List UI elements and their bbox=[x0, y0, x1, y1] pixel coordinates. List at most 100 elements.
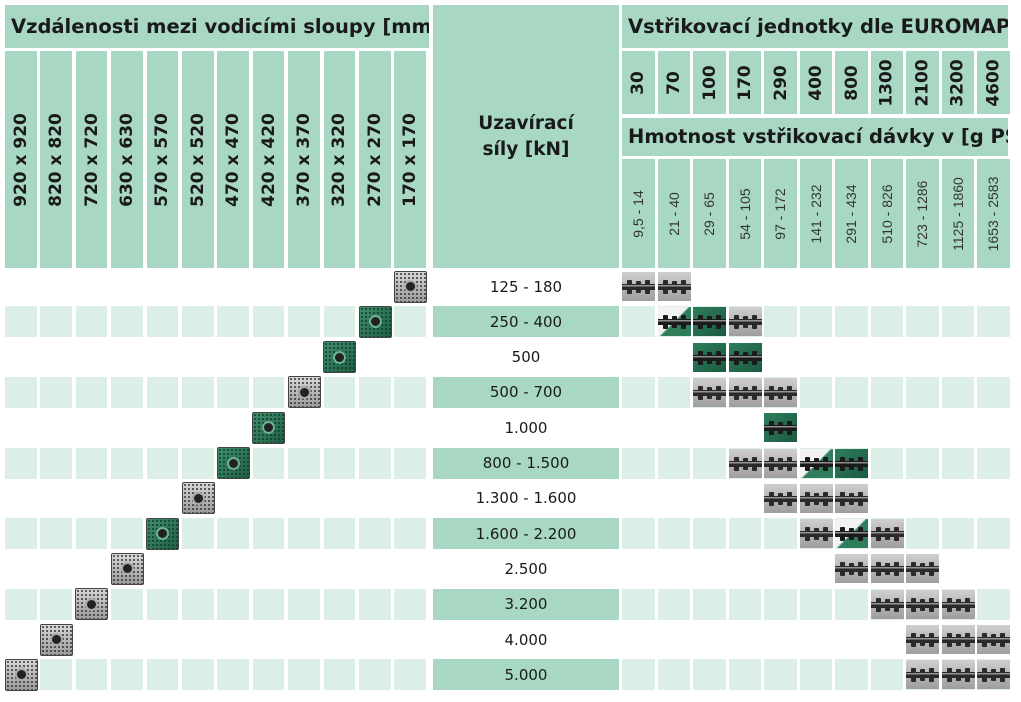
shot-weight-header: 29 - 65 bbox=[693, 159, 726, 268]
injection-unit-icon bbox=[906, 625, 939, 654]
grid-cell bbox=[941, 376, 974, 408]
euromap-size-label: 290 bbox=[770, 64, 791, 101]
platen-icon bbox=[287, 376, 321, 409]
platen-icon bbox=[75, 588, 109, 621]
clamping-force-value: 1.600 - 2.200 bbox=[433, 518, 619, 550]
grid-cell bbox=[111, 306, 143, 338]
injection-unit-icon bbox=[764, 413, 797, 443]
shot-weight-label: 1653 - 2583 bbox=[985, 176, 1002, 251]
grid-cell bbox=[5, 376, 37, 408]
grid-cell bbox=[323, 376, 356, 408]
grid-cell bbox=[764, 588, 797, 620]
grid-cell bbox=[657, 659, 690, 691]
platen-icon bbox=[39, 623, 73, 656]
shot-weight-label: 141 - 232 bbox=[807, 183, 824, 244]
grid-cell bbox=[764, 306, 797, 338]
grid-cell bbox=[217, 659, 249, 691]
clamping-force-value: 125 - 180 bbox=[489, 277, 563, 296]
grid-cell bbox=[906, 306, 939, 338]
injection-unit-icon bbox=[693, 307, 726, 337]
grid-cell bbox=[288, 659, 320, 691]
injection-unit-icon bbox=[906, 660, 939, 690]
grid-cell bbox=[906, 518, 939, 550]
injection-unit-icon bbox=[977, 625, 1010, 654]
grid-cell bbox=[977, 306, 1010, 338]
grid-cell bbox=[5, 588, 37, 620]
grid-cell bbox=[75, 306, 108, 338]
injection-unit-icon bbox=[906, 554, 939, 584]
grid-cell bbox=[764, 659, 797, 691]
injection-unit-icon bbox=[977, 660, 1010, 690]
grid-cell bbox=[359, 447, 391, 479]
tie-bar-distance-label: 170 x 170 bbox=[400, 112, 421, 207]
euromap-size-header: 400 bbox=[799, 51, 832, 114]
injection-unit-icon bbox=[764, 448, 797, 478]
tie-bar-distance-header: 570 x 570 bbox=[146, 51, 179, 268]
shot-weight-label: 29 - 65 bbox=[701, 191, 718, 236]
euromap-size-label: 30 bbox=[628, 70, 649, 95]
grid-cell bbox=[252, 518, 285, 550]
grid-cell bbox=[870, 447, 903, 479]
grid-cell bbox=[40, 588, 72, 620]
grid-cell bbox=[870, 306, 903, 338]
clamping-force-value: 500 - 700 bbox=[433, 376, 619, 408]
tie-bar-distance-header: 630 x 630 bbox=[111, 51, 143, 268]
grid-cell bbox=[359, 588, 391, 620]
clamping-force-value: 5.000 bbox=[433, 659, 619, 691]
grid-cell bbox=[146, 376, 179, 408]
shot-weight-label: 9,5 - 14 bbox=[630, 189, 647, 238]
grid-cell bbox=[622, 659, 655, 691]
grid-cell bbox=[323, 447, 356, 479]
grid-cell bbox=[622, 306, 655, 338]
grid-cell bbox=[622, 447, 655, 479]
grid-cell bbox=[870, 659, 903, 691]
injection-unit-icon bbox=[870, 519, 904, 549]
shot-weight-label: 97 - 172 bbox=[772, 187, 789, 240]
shot-weight-title: Hmotnost vstřikovací dávky v [g PS] bbox=[622, 118, 1008, 156]
tie-bar-distance-header: 820 x 820 bbox=[40, 51, 72, 268]
grid-cell bbox=[906, 376, 939, 408]
grid-cell bbox=[394, 518, 426, 550]
injection-unit-icon bbox=[906, 589, 939, 619]
euromap-size-header: 170 bbox=[728, 51, 761, 114]
grid-cell bbox=[941, 306, 974, 338]
injection-unit-icon bbox=[693, 377, 726, 407]
grid-cell bbox=[111, 518, 143, 550]
grid-cell bbox=[288, 518, 320, 550]
tie-bar-distance-label: 720 x 720 bbox=[81, 112, 102, 207]
platen-icon bbox=[358, 305, 392, 338]
grid-cell bbox=[182, 588, 214, 620]
shot-weight-header: 21 - 40 bbox=[657, 159, 690, 268]
injection-unit-icon bbox=[870, 589, 904, 619]
injection-unit-icon bbox=[835, 448, 868, 478]
tie-bar-distance-header: 470 x 470 bbox=[217, 51, 249, 268]
grid-cell bbox=[323, 659, 356, 691]
grid-cell bbox=[323, 518, 356, 550]
grid-cell bbox=[977, 588, 1010, 620]
grid-cell bbox=[75, 447, 108, 479]
platen-icon bbox=[216, 447, 250, 479]
clamping-force-title-line2: síly [kN] bbox=[482, 138, 570, 160]
euromap-size-label: 3200 bbox=[947, 58, 968, 107]
euromap-size-label: 170 bbox=[734, 64, 755, 101]
injection-unit-icon bbox=[941, 625, 975, 654]
grid-cell bbox=[217, 306, 249, 338]
grid-cell bbox=[657, 447, 690, 479]
grid-cell bbox=[75, 376, 108, 408]
grid-cell bbox=[977, 447, 1010, 479]
grid-cell bbox=[252, 659, 285, 691]
grid-cell bbox=[359, 518, 391, 550]
grid-cell bbox=[835, 588, 868, 620]
grid-cell bbox=[252, 376, 285, 408]
tie-bar-distance-label: 920 x 920 bbox=[10, 112, 31, 207]
tie-bar-distance-label: 520 x 520 bbox=[187, 112, 208, 207]
tie-bar-distance-header: 920 x 920 bbox=[5, 51, 37, 268]
euromap-size-header: 30 bbox=[622, 51, 655, 114]
platen-icon bbox=[146, 517, 180, 550]
grid-cell bbox=[40, 306, 72, 338]
grid-cell bbox=[870, 376, 903, 408]
grid-cell bbox=[941, 518, 974, 550]
grid-cell bbox=[75, 659, 108, 691]
injection-unit-icon bbox=[799, 519, 833, 549]
injection-unit-icon bbox=[657, 272, 691, 301]
